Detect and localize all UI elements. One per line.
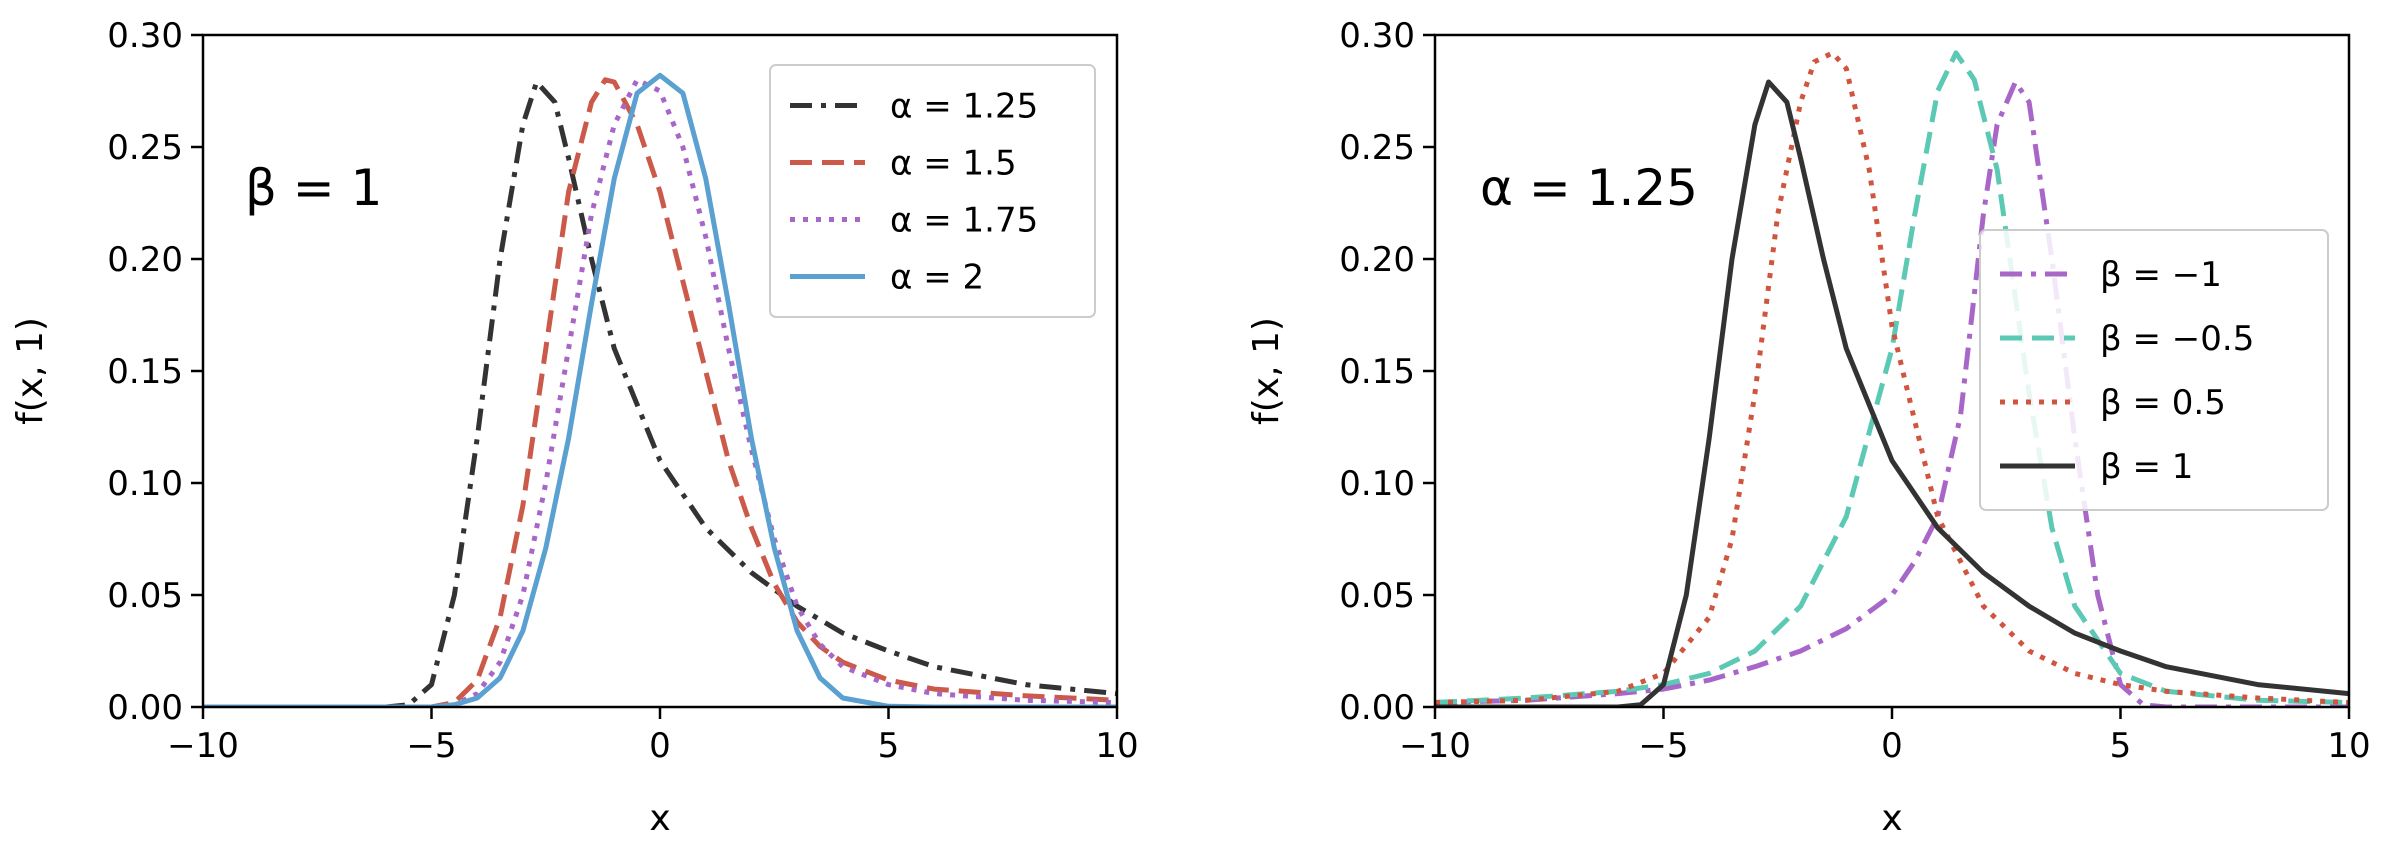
y-tick-label: 0.30 (1339, 16, 1415, 56)
y-tick-label: 0.30 (107, 16, 183, 56)
series-line-4 (1435, 79, 2349, 707)
legend-label: α = 1.25 (890, 87, 1038, 127)
chart-panel-1: −10 −5 0 5 10 0.00 0.05 0.10 0.15 0.20 0.25 0.30 x f(… (10, 16, 1139, 839)
series-line-3 (1435, 50, 2349, 705)
legend-label: β = −1 (2100, 255, 2222, 295)
x-axis-label: x (649, 798, 670, 839)
legend-box (1979, 229, 2329, 511)
x-tick-label: 5 (878, 726, 900, 766)
y-tick-label: 0.25 (1339, 128, 1415, 168)
y-tick-label: 0.05 (107, 576, 183, 616)
legend: β = −1 β = −0.5 β = 0.5 β = 1 (1979, 229, 2329, 511)
y-tick-label: 0.15 (1339, 352, 1415, 392)
y-tick-label: 0.10 (1339, 464, 1415, 504)
parameter-annotation: β = 1 (245, 159, 382, 217)
series-line-4 (203, 72, 1117, 707)
series-line-1 (203, 79, 1117, 707)
legend-box (769, 64, 1096, 318)
legend-label: α = 1.75 (890, 201, 1038, 241)
y-tick-label: 0.10 (107, 464, 183, 504)
x-tick-label: 10 (1095, 726, 1138, 766)
x-tick-label: 5 (2110, 726, 2132, 766)
chart-panel-2: −10 −5 0 5 10 0.00 0.05 0.10 0.15 0.20 0.25 0.30 x f(… (1246, 16, 2371, 839)
y-axis-label: f(x, 1) (1246, 317, 1287, 425)
x-tick-label: 10 (2327, 726, 2370, 766)
y-tick-label: 0.05 (1339, 576, 1415, 616)
series-line-1 (1435, 79, 2349, 707)
legend-label: β = 1 (2100, 447, 2193, 487)
parameter-annotation: α = 1.25 (1480, 159, 1698, 217)
y-tick-label: 0.20 (1339, 240, 1415, 280)
legend: α = 1.25 α = 1.5 α = 1.75 α = 2 (769, 64, 1096, 318)
x-tick-label: 0 (649, 726, 671, 766)
series-line-2 (203, 77, 1117, 707)
x-tick-label: 0 (1881, 726, 1903, 766)
y-tick-label: 0.15 (107, 352, 183, 392)
series-line-3 (203, 77, 1117, 707)
x-tick-label: −10 (167, 726, 239, 766)
x-tick-label: −5 (406, 726, 456, 766)
x-tick-label: −10 (1399, 726, 1471, 766)
x-tick-label: −5 (1638, 726, 1688, 766)
legend-label: β = 0.5 (2100, 383, 2226, 423)
y-tick-label: 0.00 (1339, 688, 1415, 728)
series-line-2 (1435, 50, 2349, 705)
y-tick-label: 0.00 (107, 688, 183, 728)
legend-label: α = 2 (890, 258, 984, 298)
y-tick-label: 0.25 (107, 128, 183, 168)
x-axis-label: x (1881, 798, 1902, 839)
y-axis-label: f(x, 1) (10, 317, 51, 425)
legend-label: β = −0.5 (2100, 319, 2254, 359)
y-tick-label: 0.20 (107, 240, 183, 280)
legend-label: α = 1.5 (890, 144, 1017, 184)
